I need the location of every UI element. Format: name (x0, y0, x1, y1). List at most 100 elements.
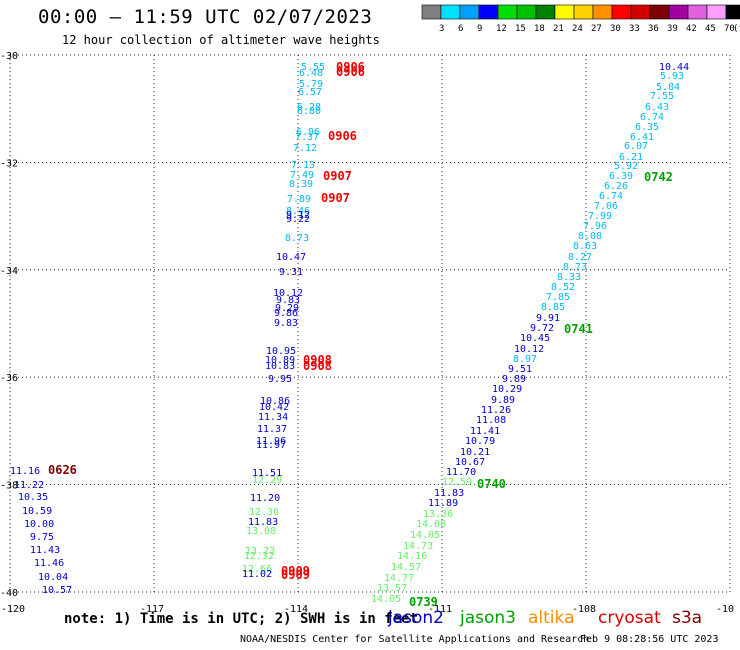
color-bin (421, 4, 442, 20)
time-label: 0739 (409, 595, 438, 609)
legend-s3a: s3a (672, 608, 703, 628)
wave-height-label: 11.41 (470, 426, 500, 437)
axis-ticks: -30 -32 -34 -36 -38 -40 -120 -117 -114 -111 -108 -1… (0, 51, 734, 615)
wave-height-label: 11.46 (34, 558, 64, 569)
y-tick-label: -34 (0, 266, 18, 277)
wave-height-label: 6.80 (297, 106, 321, 117)
color-bin (440, 4, 461, 20)
time-label: 0906 (328, 129, 357, 143)
wave-height-label: 5.92 (614, 161, 638, 172)
color-bin-label: 39 (667, 24, 678, 34)
color-scale-unit: (ft) (733, 24, 740, 34)
time-label: 0906 (336, 65, 365, 79)
wave-height-label: 10.21 (460, 447, 490, 458)
wave-height-label: 9.89 (502, 374, 526, 385)
time-label: 0909 (281, 564, 310, 578)
wave-height-label: 10.83 (265, 361, 295, 372)
wave-height-label: 14.08 (416, 519, 446, 530)
wave-height-label: 13.57 (377, 583, 407, 594)
wave-height-label: 11.20 (250, 493, 280, 504)
wave-height-label: 11.22 (14, 480, 44, 491)
color-bin-label: 6 (458, 24, 463, 34)
color-bin-label: 36 (648, 24, 659, 34)
legend-altika: altika (528, 608, 575, 628)
wave-height-label: 14.77 (384, 573, 414, 584)
wave-height-label: 7.49 (290, 170, 314, 181)
wave-height-label: 6.39 (609, 171, 633, 182)
color-bin (497, 4, 518, 20)
color-bin-label: 3 (439, 24, 444, 34)
color-bin (592, 4, 613, 20)
color-bin-label: 12 (496, 24, 507, 34)
wave-height-label: 10.45 (520, 333, 550, 344)
color-bin-label: 42 (686, 24, 697, 34)
wave-height-label: 9.51 (508, 364, 532, 375)
wave-height-label: 7.55 (650, 91, 674, 102)
wave-height-label: 10.35 (18, 492, 48, 503)
wave-height-label: 9.12 (286, 210, 310, 221)
wave-height-label: 11.51 (252, 468, 282, 479)
color-bin (573, 4, 594, 20)
wave-height-label: 11.02 (242, 569, 272, 580)
wave-height-label: 10.79 (465, 436, 495, 447)
wave-height-label: 10.00 (24, 519, 54, 530)
wave-height-label: 11.37 (257, 424, 287, 435)
wave-height-label: 10.95 (266, 346, 296, 357)
wave-height-label: 10.12 (273, 288, 303, 299)
time-label: 0908 (303, 359, 332, 373)
y-tick-label: -38 (0, 481, 18, 492)
wave-height-label: 12.32 (244, 551, 274, 562)
wave-height-label: 8.85 (541, 302, 565, 313)
wave-height-label: 10.04 (38, 572, 68, 583)
wave-height-label: 8.46 (286, 206, 310, 217)
wave-height-label: 11.26 (481, 405, 511, 416)
wave-height-label: 7.06 (594, 201, 618, 212)
wave-height-label: 10.57 (42, 585, 72, 596)
color-bin-label: 9 (477, 24, 482, 34)
wave-height-label: 13.36 (423, 509, 453, 520)
wave-height-label: 7.89 (287, 194, 311, 205)
wave-height-label: 14.16 (397, 551, 427, 562)
wave-height-label: 10.67 (455, 457, 485, 468)
wave-height-label: 8.08 (578, 231, 602, 242)
wave-height-label: 8.73 (563, 262, 587, 273)
wave-height-label: 10.29 (492, 384, 522, 395)
wave-height-label: 8.39 (289, 179, 313, 190)
wave-height-label: 11.34 (258, 412, 288, 423)
note-text: note: 1) Time is in UTC; 2) SWH is in fe… (64, 611, 419, 627)
wave-height-label: 14.05 (371, 594, 401, 605)
wave-height-label: 6.48 (299, 68, 323, 79)
wave-height-label: 10.86 (260, 396, 290, 407)
x-tick-label: -114 (284, 604, 308, 615)
color-bin (516, 4, 537, 20)
wave-height-label: 6.74 (599, 191, 623, 202)
wave-height-label: 9.83 (276, 295, 300, 306)
wave-height-label: 9.75 (30, 532, 54, 543)
wave-height-label: 8.63 (573, 241, 597, 252)
legend-jason2: jason2 (388, 608, 444, 628)
color-bin (725, 4, 740, 20)
wave-height-label: 5.79 (299, 79, 323, 90)
wave-height-label: 10.47 (276, 252, 306, 263)
x-tick-label: -111 (428, 604, 452, 615)
time-labels: 0906090609060907090709080908090909090626… (48, 60, 673, 609)
wave-height-label: 12.36 (249, 507, 279, 518)
wave-height-label: 8.73 (285, 233, 309, 244)
color-bin-label: 18 (534, 24, 545, 34)
wave-height-label: 10.12 (514, 344, 544, 355)
wave-height-label: 11.70 (446, 467, 476, 478)
y-tick-label: -36 (0, 373, 18, 384)
color-bin-label: 45 (705, 24, 716, 34)
footer-credit: NOAA/NESDIS Center for Satellite Applica… (240, 634, 590, 645)
wave-height-label: 11.83 (248, 517, 278, 528)
legend-jason3: jason3 (460, 608, 516, 628)
wave-height-label: 5.84 (656, 82, 680, 93)
color-bin-label: 21 (553, 24, 564, 34)
wave-height-label: 8.97 (513, 354, 537, 365)
wave-height-label: 7.85 (546, 292, 570, 303)
wave-height-label: 9.95 (268, 374, 292, 385)
wave-height-label: 11.97 (256, 440, 286, 451)
wave-height-label: 7.13 (291, 160, 315, 171)
